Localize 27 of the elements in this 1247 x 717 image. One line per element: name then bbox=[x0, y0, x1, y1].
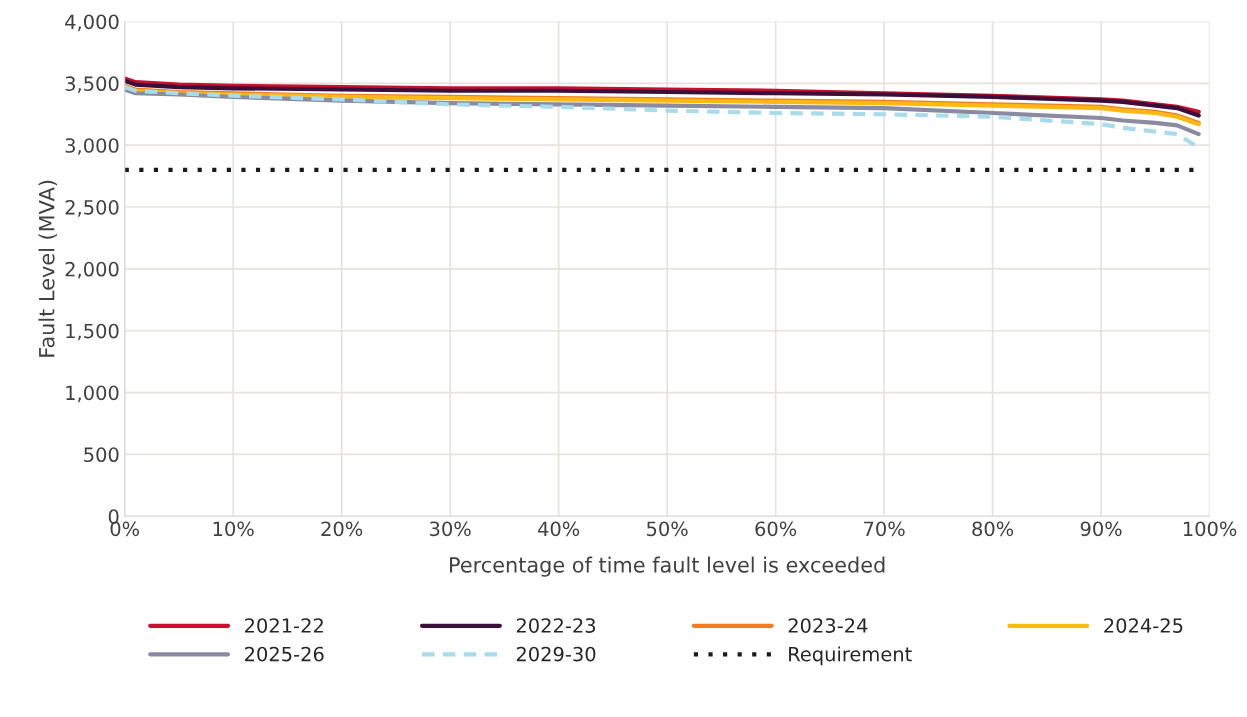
x-tick-label: 100% bbox=[1183, 521, 1237, 537]
y-tick-label: 1,500 bbox=[66, 323, 119, 341]
x-tick-label: 10% bbox=[213, 521, 254, 537]
x-tick-label: 80% bbox=[972, 521, 1014, 537]
x-tick-label: 40% bbox=[538, 521, 580, 537]
legend-label: 2023-24 bbox=[788, 618, 868, 633]
y-tick-label: 3,000 bbox=[65, 138, 119, 155]
legend-label: 2024-25 bbox=[1104, 618, 1183, 633]
legend-label: 2025-26 bbox=[245, 646, 324, 662]
y-tick-label: 2,500 bbox=[65, 199, 119, 217]
legend-label: 2022-23 bbox=[516, 618, 596, 633]
x-tick-label: 60% bbox=[755, 521, 797, 537]
y-axis-title: Fault Level (MVA) bbox=[38, 180, 58, 357]
y-tick-label: 3,500 bbox=[65, 76, 119, 93]
x-tick-label: 50% bbox=[647, 521, 688, 537]
y-tick-label: 4,000 bbox=[65, 14, 119, 32]
x-tick-label: 20% bbox=[321, 521, 363, 537]
y-tick-label: 500 bbox=[84, 447, 119, 463]
x-axis-title: Percentage of time fault level is exceeded bbox=[450, 556, 885, 577]
y-tick-label: 1,000 bbox=[66, 385, 119, 403]
legend-label: 2029-30 bbox=[516, 646, 596, 662]
x-tick-label: 90% bbox=[1080, 521, 1122, 537]
x-tick-label: 30% bbox=[430, 521, 471, 537]
legend-label: Requirement bbox=[789, 646, 912, 666]
x-tick-label: 70% bbox=[864, 521, 905, 537]
y-tick-label: 2,000 bbox=[65, 261, 119, 279]
legend-label: 2021-22 bbox=[245, 618, 323, 633]
